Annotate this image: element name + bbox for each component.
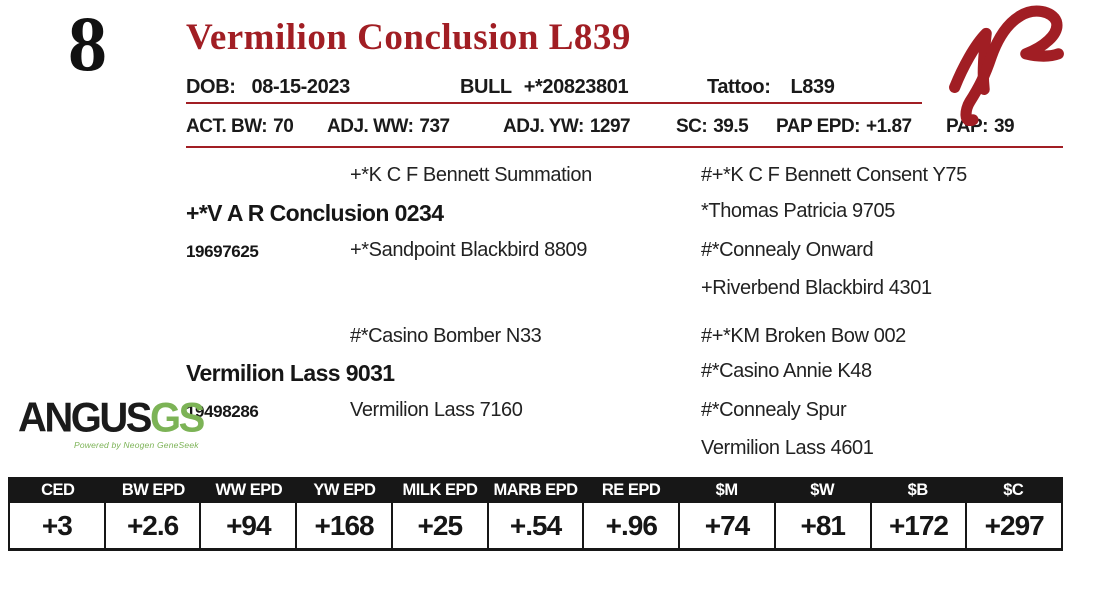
epd-table-header-row: CED BW EPD WW EPD YW EPD MILK EPD MARB E…: [10, 477, 1061, 503]
stat-label: SC:: [676, 116, 708, 137]
epd-header-bw: BW EPD: [121, 481, 185, 499]
angus-gs-logo-gs: GS: [149, 394, 205, 442]
epd-header-dollar-m: $M: [715, 481, 738, 499]
stat-label: ADJ. YW:: [503, 116, 584, 137]
pedigree-sire-dam-sire: #*Connealy Onward: [701, 239, 874, 261]
angus-gs-logo-tagline: Powered by Neogen GeneSeek: [73, 440, 199, 450]
angus-gs-logo: ANGUSGS Powered by Neogen GeneSeek: [18, 394, 205, 450]
epd-header-dollar-b: $B: [907, 481, 929, 499]
pedigree-sire-sire: +*K C F Bennett Summation: [350, 164, 592, 186]
pedigree-sire-sire-sire: #+*K C F Bennett Consent Y75: [701, 164, 967, 186]
sex-value: BULL: [460, 76, 512, 98]
epd-header-dollar-w: $W: [810, 481, 835, 499]
pedigree-dam-sire: #*Casino Bomber N33: [350, 325, 542, 347]
stat-value: 1297: [589, 116, 631, 137]
stat-value: 39.5: [713, 116, 749, 137]
stat-act-bw: ACT. BW: 70: [186, 116, 294, 138]
stat-label: PAP EPD:: [776, 116, 861, 137]
vr-brand-icon: [949, 5, 1064, 126]
epd-value-ced: +3: [10, 503, 106, 548]
stat-label: ADJ. WW:: [327, 116, 414, 137]
pedigree-sire-name: +*V A R Conclusion 0234: [186, 200, 444, 226]
epd-header-marb: MARB EPD: [493, 481, 579, 499]
epd-table: CED BW EPD WW EPD YW EPD MILK EPD MARB E…: [8, 477, 1063, 551]
epd-header-re: RE EPD: [601, 481, 661, 499]
dob-label: DOB:: [186, 76, 236, 98]
stat-pap-epd: PAP EPD: +1.87: [776, 116, 912, 138]
epd-table-value-row: +3 +2.6 +94 +168 +25 +.54 +.96 +74 +81 +…: [10, 503, 1061, 548]
epd-header-milk: MILK EPD: [402, 481, 478, 499]
stat-sc: SC: 39.5: [676, 116, 749, 138]
pedigree-dam-name: Vermilion Lass 9031: [186, 360, 395, 386]
pedigree-dam-sire-dam: #*Casino Annie K48: [701, 360, 872, 382]
pedigree-sire-sire-dam: *Thomas Patricia 9705: [701, 200, 895, 222]
pedigree-dam-dam-sire: #*Connealy Spur: [701, 399, 847, 421]
dob-value: 08-15-2023: [251, 76, 351, 98]
angus-gs-logo-angus: ANGUS: [18, 394, 152, 442]
epd-header-ww: WW EPD: [215, 481, 283, 499]
tattoo-field: Tattoo: L839: [707, 76, 835, 99]
stat-adj-yw: ADJ. YW: 1297: [503, 116, 631, 138]
stat-value: 70: [273, 116, 294, 137]
epd-value-marb: +.54: [489, 503, 585, 548]
stat-value: 39: [993, 116, 1015, 137]
epd-value-ww: +94: [201, 503, 298, 548]
epd-value-milk: +25: [393, 503, 489, 548]
stat-adj-ww: ADJ. WW: 737: [327, 116, 450, 138]
epd-value-yw: +168: [297, 503, 393, 548]
pedigree-sire-dam: +*Sandpoint Blackbird 8809: [350, 239, 588, 261]
pedigree-dam-dam-dam: Vermilion Lass 4601: [701, 437, 874, 459]
animal-name-title: Vermilion Conclusion L839: [186, 17, 631, 58]
lot-number: 8: [68, 0, 107, 87]
epd-value-dollar-c: +297: [984, 510, 1045, 541]
pedigree-sire-registration: 19697625: [186, 242, 259, 261]
pedigree-sire-dam-dam: +Riverbend Blackbird 4301: [701, 277, 932, 299]
pedigree-dam-sire-sire: #+*KM Broken Bow 002: [701, 325, 906, 347]
stat-value: +1.87: [866, 116, 912, 137]
epd-value-dollar-m: +74: [680, 503, 776, 548]
header-divider-top: [186, 102, 922, 104]
tattoo-label: Tattoo:: [707, 76, 771, 98]
epd-header-dollar-c: $C: [1003, 481, 1024, 499]
dob-field: DOB: 08-15-2023: [186, 76, 350, 99]
header-divider-bottom: [186, 146, 1063, 148]
tattoo-value: L839: [790, 76, 835, 98]
sex-registration-field: BULL +*20823801: [460, 76, 629, 99]
epd-value-dollar-b: +172: [872, 503, 968, 548]
registration-number: +*20823801: [523, 76, 629, 98]
stat-value: 737: [419, 116, 450, 137]
stat-label: ACT. BW:: [186, 116, 268, 137]
epd-header-yw: YW EPD: [313, 481, 376, 499]
pedigree-dam-dam: Vermilion Lass 7160: [350, 399, 523, 421]
epd-value-re: +.96: [584, 503, 681, 548]
epd-header-ced: CED: [41, 481, 75, 499]
pedigree-dam-registration: 19498286: [186, 402, 259, 421]
epd-value-dollar-w: +81: [776, 503, 872, 548]
epd-value-bw: +2.6: [106, 503, 202, 548]
